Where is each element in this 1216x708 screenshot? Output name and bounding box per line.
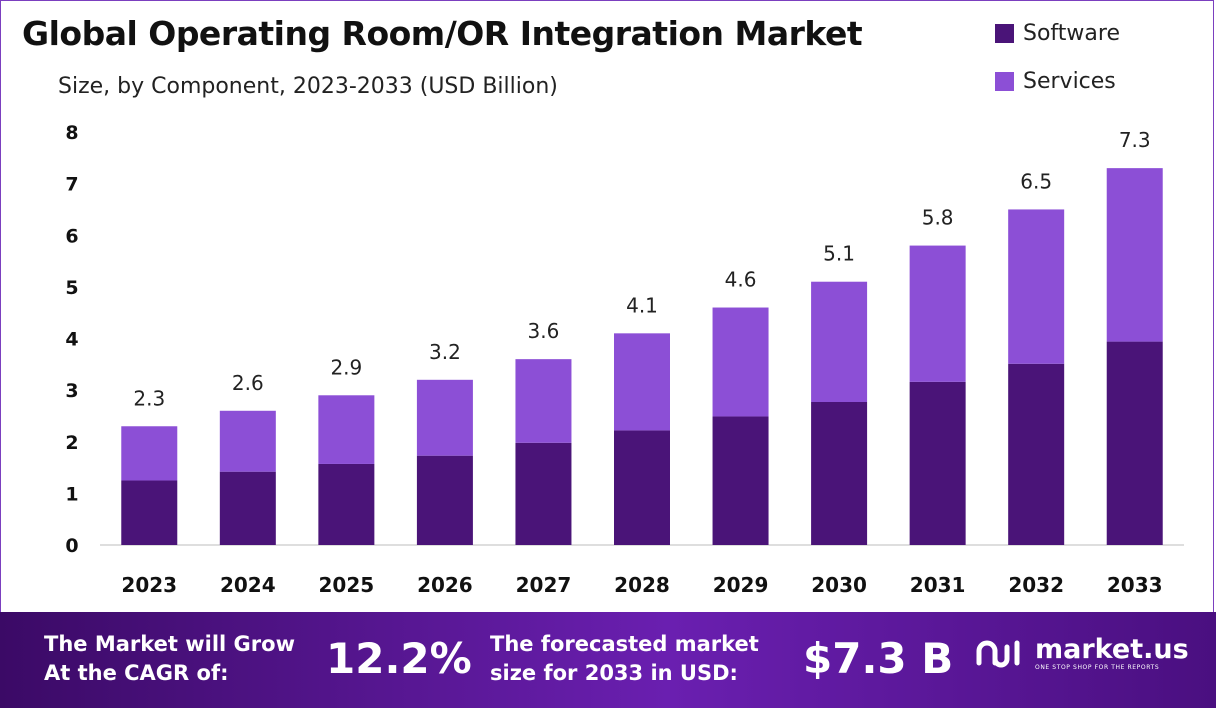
x-tick-label: 2033 xyxy=(1107,573,1163,597)
footer-banner: The Market will Grow At the CAGR of: 12.… xyxy=(0,612,1216,708)
x-tick-label: 2029 xyxy=(713,573,769,597)
x-tick-label: 2028 xyxy=(614,573,670,597)
forecast-label-line1: The forecasted market xyxy=(490,632,759,656)
bar-services-2025 xyxy=(318,395,375,464)
y-tick-label: 7 xyxy=(65,174,78,196)
bar-software-2026 xyxy=(416,455,473,545)
bar-software-2027 xyxy=(515,442,572,545)
cagr-value: 12.2% xyxy=(326,634,472,683)
chart-title: Global Operating Room/OR Integration Mar… xyxy=(22,14,863,53)
forecast-label-line2: size for 2033 in USD: xyxy=(490,661,738,685)
legend-swatch-services xyxy=(995,71,1014,91)
data-label-total: 4.6 xyxy=(725,268,757,292)
legend: Software Services xyxy=(995,16,1120,112)
bar-chart: 0 1 2 3 4 5 6 7 8 2.3 2023 2.6 2024 2.9 2025 3.2 2026 3.6… xyxy=(65,122,1184,597)
y-tick-label: 6 xyxy=(65,225,78,247)
legend-swatch-software xyxy=(995,23,1014,43)
legend-label-services: Services xyxy=(1023,68,1116,94)
cagr-label-line1: The Market will Grow xyxy=(44,632,295,656)
data-label-total: 2.3 xyxy=(133,386,165,410)
forecast-value: $7.3 B xyxy=(803,634,954,683)
bar-software-2023 xyxy=(121,480,178,545)
bar-software-2024 xyxy=(219,471,276,545)
data-label-total: 3.6 xyxy=(528,319,560,343)
cagr-label-line2: At the CAGR of: xyxy=(44,661,229,685)
bar-services-2030 xyxy=(811,281,868,402)
y-tick-label: 8 xyxy=(65,122,78,144)
x-tick-label: 2032 xyxy=(1008,573,1064,597)
bar-services-2029 xyxy=(712,307,769,417)
bar-software-2031 xyxy=(909,381,966,545)
bar-software-2025 xyxy=(318,463,375,545)
x-tick-label: 2024 xyxy=(220,573,276,597)
x-tick-label: 2027 xyxy=(516,573,572,597)
cagr-label: The Market will Grow At the CAGR of: xyxy=(44,630,295,688)
x-tick-label: 2023 xyxy=(121,573,177,597)
bar-services-2031 xyxy=(909,245,966,382)
y-tick-label: 0 xyxy=(65,535,78,557)
y-tick-label: 3 xyxy=(65,380,78,402)
data-label-total: 6.5 xyxy=(1020,169,1052,193)
bar-software-2033 xyxy=(1106,341,1163,545)
bar-services-2027 xyxy=(515,359,572,443)
x-tick-label: 2031 xyxy=(910,573,966,597)
legend-item-software: Software xyxy=(995,16,1120,50)
legend-item-services: Services xyxy=(995,64,1120,98)
x-tick-label: 2026 xyxy=(417,573,473,597)
bar-services-2033 xyxy=(1106,168,1163,342)
data-label-total: 5.8 xyxy=(922,206,954,230)
x-tick-label: 2025 xyxy=(319,573,375,597)
data-label-total: 7.3 xyxy=(1119,128,1151,152)
y-tick-label: 5 xyxy=(65,277,78,299)
x-tick-label: 2030 xyxy=(811,573,867,597)
bar-software-2029 xyxy=(712,416,769,545)
bar-software-2032 xyxy=(1008,363,1065,545)
data-label-total: 5.1 xyxy=(823,242,855,266)
y-tick-label: 1 xyxy=(65,483,78,505)
forecast-label: The forecasted market size for 2033 in U… xyxy=(490,630,759,688)
data-label-total: 2.6 xyxy=(232,371,264,395)
bar-services-2032 xyxy=(1008,209,1065,364)
brand-name: market.us xyxy=(1035,634,1189,665)
data-label-total: 4.1 xyxy=(626,293,658,317)
bar-software-2028 xyxy=(614,430,670,545)
brand: market.us ONE STOP SHOP FOR THE REPORTS xyxy=(975,636,1189,672)
brand-tagline: ONE STOP SHOP FOR THE REPORTS xyxy=(1035,664,1160,671)
data-label-total: 2.9 xyxy=(330,355,362,379)
bar-services-2023 xyxy=(121,426,178,481)
legend-label-software: Software xyxy=(1023,20,1120,46)
bar-services-2024 xyxy=(219,410,276,472)
bar-services-2028 xyxy=(614,333,670,431)
bar-services-2026 xyxy=(416,379,473,456)
y-tick-label: 2 xyxy=(65,432,78,454)
chart-subtitle: Size, by Component, 2023-2033 (USD Billi… xyxy=(58,74,558,99)
data-label-total: 3.2 xyxy=(429,340,461,364)
y-tick-label: 4 xyxy=(65,329,78,351)
market-us-logo-icon xyxy=(976,640,1020,668)
bar-software-2030 xyxy=(811,401,868,545)
